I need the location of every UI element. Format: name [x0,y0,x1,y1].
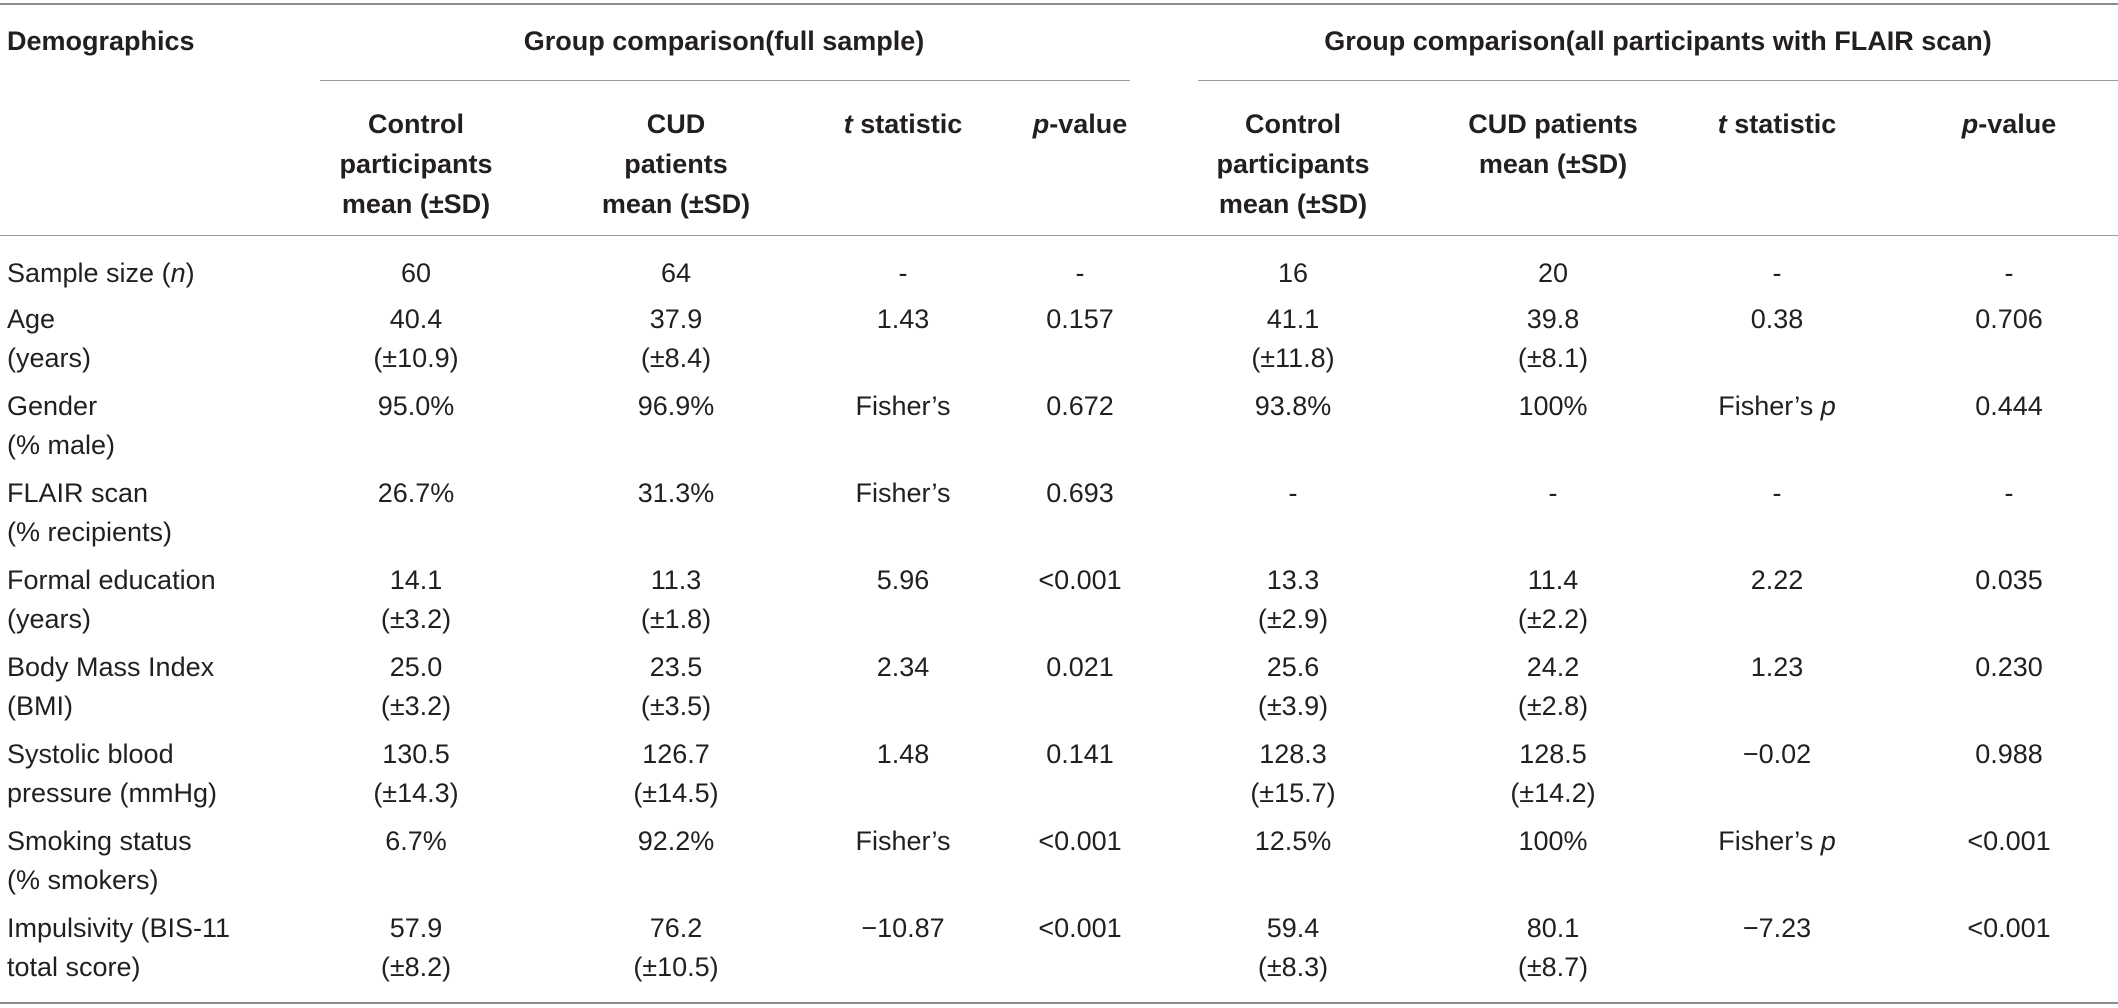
cell-flair-flair-cud: - [1548,478,1558,508]
cell-smoking-full-p: <0.001 [1038,826,1122,856]
row-label-gender: Gender (% male) [7,391,116,460]
cell-smoking-full-cud: 92.2% [637,826,715,856]
cell-flair-flair-p: - [2004,478,2014,508]
row-label-age: Age (years) [7,304,92,373]
cell-gender-flair-t: Fisher’s p [1718,391,1836,421]
cell-bmi-full-t: 2.34 [876,652,930,682]
cell-education-full-p: <0.001 [1038,565,1122,595]
cell-education-full-control: 14.1 (±3.2) [380,565,452,634]
cell-education-full-t: 5.96 [876,565,930,595]
cell-gender-full-t: Fisher’s [855,391,951,421]
cell-bp-full-p: 0.141 [1046,739,1114,769]
group-header-full-sample: Group comparison(full sample) [523,26,925,56]
cell-bmi-full-cud: 23.5 (±3.5) [640,652,712,721]
cell-bp-flair-control: 128.3 (±15.7) [1250,739,1336,808]
cell-flair-full-p: 0.693 [1046,478,1114,508]
cell-bmi-flair-p: 0.230 [1975,652,2043,682]
cell-age-full-t: 1.43 [876,304,930,334]
cell-bp-full-control: 130.5 (±14.3) [373,739,459,808]
cell-impulsivity-full-cud: 76.2 (±10.5) [633,913,719,982]
cell-age-full-control: 40.4 (±10.9) [373,304,459,373]
cell-education-flair-cud: 11.4 (±2.2) [1517,565,1589,634]
cell-sample-size-flair-control: 16 [1277,258,1309,288]
cell-smoking-flair-p: <0.001 [1967,826,2051,856]
cell-bmi-full-p: 0.021 [1046,652,1114,682]
cell-gender-full-p: 0.672 [1046,391,1114,421]
cell-bp-flair-t: −0.02 [1742,739,1812,769]
cell-sample-size-flair-p: - [2004,258,2014,288]
row-label-flair-scan: FLAIR scan (% recipients) [7,478,173,547]
cell-bmi-full-control: 25.0 (±3.2) [380,652,452,721]
cell-education-flair-t: 2.22 [1750,565,1804,595]
cell-bp-full-cud: 126.7 (±14.5) [633,739,719,808]
col-header-full-control: Control participants mean (±SD) [339,109,493,219]
cell-smoking-full-t: Fisher’s [855,826,951,856]
demographics-header: Demographics [7,26,195,56]
cell-education-full-cud: 11.3 (±1.8) [640,565,712,634]
table-bottom-rule [0,1002,2118,1004]
cell-age-full-cud: 37.9 (±8.4) [640,304,712,373]
cell-flair-flair-t: - [1772,478,1782,508]
cell-bmi-flair-t: 1.23 [1750,652,1804,682]
row-label-bmi: Body Mass Index (BMI) [7,652,215,721]
cell-bmi-flair-control: 25.6 (±3.9) [1257,652,1329,721]
row-label-systolic-bp: Systolic blood pressure (mmHg) [7,739,218,808]
cell-age-flair-cud: 39.8 (±8.1) [1517,304,1589,373]
group-full-sample-rule [320,80,1130,81]
cell-flair-full-t: Fisher’s [855,478,951,508]
cell-sample-size-full-cud: 64 [660,258,692,288]
col-header-flair-cud: CUD patients mean (±SD) [1468,109,1638,179]
cell-gender-full-control: 95.0% [377,391,455,421]
cell-impulsivity-full-p: <0.001 [1038,913,1122,943]
cell-age-flair-t: 0.38 [1750,304,1804,334]
cell-impulsivity-full-control: 57.9 (±8.2) [380,913,452,982]
cell-bp-flair-cud: 128.5 (±14.2) [1510,739,1596,808]
cell-sample-size-flair-cud: 20 [1537,258,1569,288]
cell-impulsivity-flair-control: 59.4 (±8.3) [1257,913,1329,982]
cell-bp-flair-p: 0.988 [1975,739,2043,769]
col-header-flair-control: Control participants mean (±SD) [1216,109,1370,219]
cell-age-flair-control: 41.1 (±11.8) [1251,304,1335,373]
cell-smoking-full-control: 6.7% [385,826,447,856]
cell-gender-full-cud: 96.9% [637,391,715,421]
group-flair-rule [1198,80,2118,81]
table-top-rule [0,3,2118,5]
cell-smoking-flair-cud: 100% [1518,826,1588,856]
group-header-flair: Group comparison(all participants with F… [1324,26,1992,56]
cell-sample-size-full-t: - [898,258,908,288]
cell-impulsivity-full-t: −10.87 [861,913,945,943]
row-label-smoking-status: Smoking status (% smokers) [7,826,192,895]
cell-sample-size-flair-t: - [1772,258,1782,288]
cell-gender-flair-cud: 100% [1518,391,1588,421]
cell-age-full-p: 0.157 [1046,304,1114,334]
col-header-full-cud: CUD patients mean (±SD) [601,109,751,219]
cell-flair-flair-control: - [1288,478,1298,508]
cell-education-flair-control: 13.3 (±2.9) [1257,565,1329,634]
cell-sample-size-full-p: - [1075,258,1085,288]
cell-impulsivity-flair-cud: 80.1 (±8.7) [1517,913,1589,982]
cell-bp-full-t: 1.48 [876,739,930,769]
row-label-impulsivity: Impulsivity (BIS-11 total score) [7,913,231,982]
cell-education-flair-p: 0.035 [1975,565,2043,595]
row-label-formal-education: Formal education (years) [7,565,216,634]
cell-impulsivity-flair-p: <0.001 [1967,913,2051,943]
header-bottom-rule [0,235,2118,236]
col-header-flair-p-value: p-value [1961,109,2057,139]
col-header-full-t-statistic: t statistic [843,109,963,139]
cell-gender-flair-p: 0.444 [1975,391,2043,421]
cell-flair-full-control: 26.7% [377,478,455,508]
col-header-full-p-value: p-value [1032,109,1128,139]
cell-flair-full-cud: 31.3% [637,478,715,508]
cell-impulsivity-flair-t: −7.23 [1742,913,1812,943]
cell-smoking-flair-control: 12.5% [1254,826,1332,856]
row-label-sample-size: Sample size (n) [7,258,195,288]
cell-bmi-flair-cud: 24.2 (±2.8) [1517,652,1589,721]
cell-gender-flair-control: 93.8% [1254,391,1332,421]
col-header-flair-t-statistic: t statistic [1717,109,1837,139]
cell-smoking-flair-t: Fisher’s p [1718,826,1836,856]
cell-sample-size-full-control: 60 [400,258,432,288]
cell-age-flair-p: 0.706 [1975,304,2043,334]
